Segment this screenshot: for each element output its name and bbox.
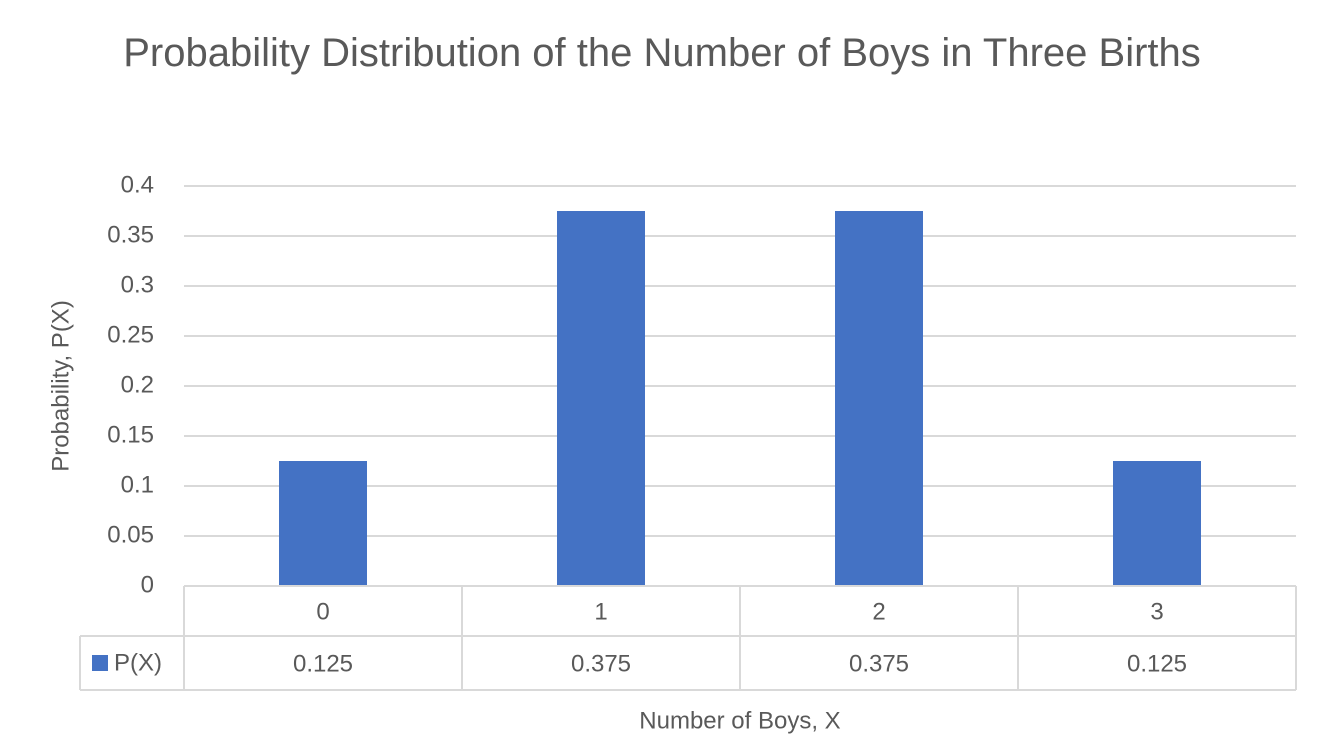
y-tick-label: 0.05 (107, 521, 154, 548)
table-value: 0.375 (849, 650, 909, 677)
x-tick-label: 1 (594, 598, 607, 625)
x-tick-label: 2 (872, 598, 885, 625)
bar (279, 461, 367, 586)
x-tick-label: 3 (1150, 598, 1163, 625)
y-axis-title: Probability, P(X) (47, 300, 74, 472)
bar (1113, 461, 1201, 586)
x-axis-title: Number of Boys, X (639, 707, 840, 734)
y-tick-label: 0 (141, 571, 154, 598)
bar (557, 211, 645, 586)
y-tick-label: 0.1 (121, 471, 154, 498)
table-value: 0.125 (293, 650, 353, 677)
y-tick-label: 0.25 (107, 321, 154, 348)
legend-label: P(X) (114, 649, 162, 676)
chart-title: Probability Distribution of the Number o… (123, 31, 1201, 75)
legend-key (92, 655, 108, 671)
table-value: 0.375 (571, 650, 631, 677)
y-tick-label: 0.3 (121, 271, 154, 298)
x-tick-label: 0 (316, 598, 329, 625)
bar (835, 211, 923, 586)
y-tick-label: 0.15 (107, 421, 154, 448)
y-tick-label: 0.35 (107, 221, 154, 248)
table-value: 0.125 (1127, 650, 1187, 677)
y-tick-label: 0.2 (121, 371, 154, 398)
y-tick-label: 0.4 (121, 171, 154, 198)
